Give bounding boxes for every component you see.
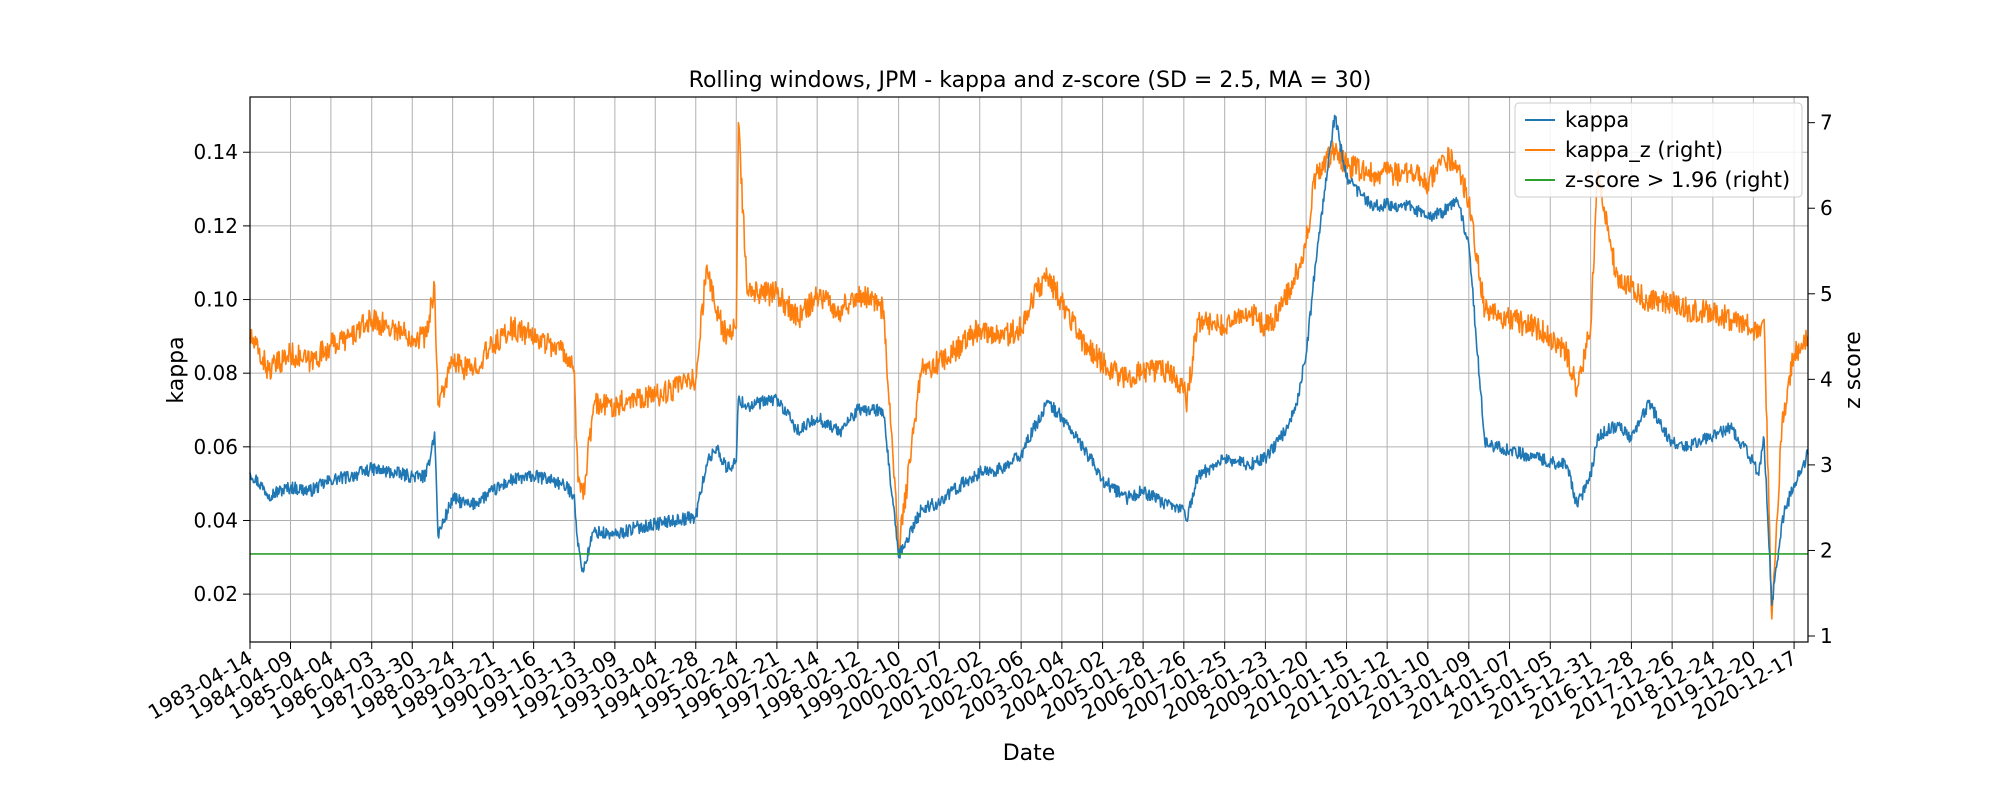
series-line-1 [249, 121, 1809, 620]
series-lines [249, 114, 1809, 620]
legend-label: kappa [1565, 108, 1629, 132]
y-tick-label-left: 0.10 [193, 288, 238, 312]
y-axis-left: 0.02 0.04 0.06 0.08 0.10 0.12 0.14 [193, 140, 250, 606]
y-tick-label-right: 4 [1820, 367, 1833, 391]
y-tick-label-left: 0.06 [193, 435, 238, 459]
y-tick-label-left: 0.08 [193, 361, 238, 385]
legend: kappa kappa_z (right) z-score > 1.96 (righ… [1514, 102, 1803, 198]
grid-lines [249, 97, 1808, 642]
legend-box [1514, 102, 1803, 198]
y-tick-label-right: 3 [1820, 453, 1833, 477]
y-tick-label-left: 0.02 [193, 582, 238, 606]
y-axis-label-right: z score [1841, 331, 1866, 409]
y-tick-label-right: 2 [1820, 538, 1833, 562]
legend-label: kappa_z (right) [1565, 138, 1723, 163]
y-tick-label-left: 0.14 [193, 140, 238, 164]
y-tick-label-right: 5 [1820, 282, 1833, 306]
y-axis-right: 1 2 3 4 5 6 7 [1808, 111, 1833, 648]
y-tick-label-right: 6 [1820, 196, 1833, 220]
series-line-0 [249, 114, 1809, 606]
legend-label: z-score > 1.96 (right) [1565, 168, 1790, 192]
x-axis: 1983-04-141984-04-091985-04-041986-04-03… [144, 642, 1801, 724]
y-tick-label-left: 0.12 [193, 214, 238, 238]
y-tick-label-right: 7 [1820, 111, 1833, 135]
y-axis-label-left: kappa [164, 336, 189, 403]
y-tick-label-left: 0.04 [193, 508, 238, 532]
x-axis-label: Date [1003, 741, 1056, 766]
plot-frame [249, 96, 1809, 643]
y-tick-label-right: 1 [1820, 624, 1833, 648]
chart-title: Rolling windows, JPM - kappa and z-score… [689, 68, 1372, 93]
